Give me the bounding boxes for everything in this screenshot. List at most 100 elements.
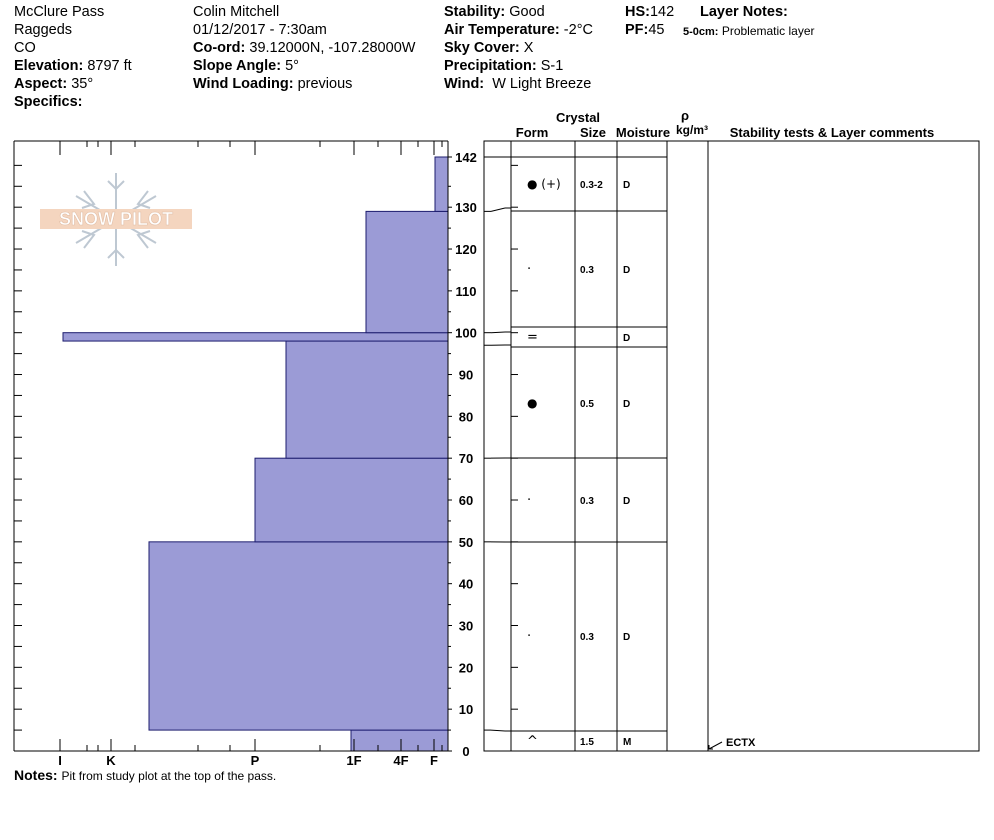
observation-datetime: 01/12/2017 - 7:30am: [193, 22, 327, 38]
left-edge-ticks: [14, 164, 22, 731]
connector-b-2: [490, 331, 506, 334]
layer-moisture-1: D: [623, 265, 630, 276]
sky-value: X: [523, 40, 534, 56]
specifics-row: Specifics:: [14, 94, 83, 110]
hardness-bars: [62, 156, 449, 752]
header-col-conditions: Stability: Good Air Temperature: -2°C Sk…: [444, 3, 593, 93]
stability-tests-col: ECTX: [708, 737, 756, 750]
depth-label-90: 90: [459, 368, 473, 383]
table-frame: [483, 140, 980, 752]
layer-moisture-0: D: [623, 180, 630, 191]
hs-row: HS:142: [625, 4, 675, 20]
hardness-label-1F: 1F: [346, 753, 361, 768]
layer-form-5: ·: [527, 629, 531, 644]
hardness-ticks: [59, 141, 443, 751]
stability-row: Stability: Good: [444, 4, 545, 20]
depth-label-120: 120: [455, 242, 477, 257]
depth-label-100: 100: [455, 326, 477, 341]
crystal-header: Crystal: [556, 110, 600, 125]
hardness-bar-3: [285, 340, 449, 459]
layer-note-text: Problematic layer: [721, 24, 815, 38]
hardness-bar-5: [365, 210, 449, 334]
moisture-header: Moisture: [616, 125, 670, 140]
air-temp-value: -2°C: [563, 22, 593, 38]
stability-test-label-0: ECTX: [726, 737, 756, 749]
layer-size-6: 1.5: [580, 737, 594, 748]
location-name: McClure Pass: [14, 4, 105, 20]
depth-label-40: 40: [459, 577, 473, 592]
layer-note-depth: 5-0cm:: [683, 26, 719, 38]
wind-loading-row: Wind Loading: previous: [193, 76, 353, 92]
state-name: CO: [14, 40, 36, 56]
size-header: Size: [580, 125, 606, 140]
notes-row: Notes: Pit from study plot at the top of…: [14, 767, 276, 783]
header-col-hs: HS:142 PF:45: [625, 3, 674, 39]
layer-form-3: ●: [527, 396, 537, 410]
hardness-label-4F: 4F: [393, 753, 408, 768]
layer-moisture-5: D: [623, 632, 630, 643]
depth-label-70: 70: [459, 451, 473, 466]
depth-axis: 0 10 20 30 40 50 60 70 80 90 100 110 120 130 142: [448, 150, 477, 759]
logo-text: SNOW PILOT: [59, 209, 173, 229]
depth-label-110: 110: [456, 284, 477, 299]
slope-value: 5°: [285, 58, 299, 74]
slope-row: Slope Angle: 5°: [193, 58, 299, 74]
depth-label-130: 130: [455, 200, 477, 215]
precip-row: Precipitation: S-1: [444, 58, 564, 74]
elevation-value: 8797 ft: [87, 58, 132, 74]
layer-size-4: 0.3: [580, 496, 594, 507]
header-col-location: McClure Pass Raggeds CO Elevation: 8797 …: [14, 3, 132, 111]
depth-label-10: 10: [459, 702, 473, 717]
layer-rows: ● (+) 0.3-2 D · 0.3 D = D ● 0.5 D · 0.3 D · 0.3 D ^ 1.5 M: [484, 156, 667, 752]
hardness-frame: [13, 140, 449, 752]
layer-size-0: 0.3-2: [580, 180, 603, 191]
observer-name: Colin Mitchell: [193, 4, 280, 20]
aspect-row: Aspect: 35°: [14, 76, 94, 92]
pf-value: 45: [648, 22, 665, 38]
layer-moisture-6: M: [623, 737, 631, 748]
layer-note-row: 5-0cm: Problematic layer: [683, 22, 815, 41]
hardness-label-K: K: [106, 753, 116, 768]
layer-form-2: =: [527, 330, 538, 345]
stability-value: Good: [509, 4, 545, 20]
range-name: Raggeds: [14, 22, 73, 38]
layer-size-5: 0.3: [580, 632, 594, 643]
layer-size-3: 0.5: [580, 399, 594, 410]
air-temp-row: Air Temperature: -2°C: [444, 22, 593, 38]
wind-value: W Light Breeze: [492, 76, 592, 92]
layer-table: Crystal Form Size Moisture ρ kg/m³ Stabi…: [483, 108, 980, 752]
depth-label-80: 80: [459, 409, 473, 424]
hs-value: 142: [649, 4, 675, 20]
depth-label-30: 30: [459, 619, 473, 634]
depth-label-60: 60: [459, 493, 473, 508]
coord-row: Co-ord: 39.12000N, -107.28000W: [193, 40, 416, 56]
hardness-bar-4: [62, 332, 449, 342]
stability-test-arrow-0: [708, 745, 713, 750]
depth-label-142: 142: [455, 150, 477, 165]
pf-row: PF:45: [625, 22, 665, 38]
coord-value: 39.12000N, -107.28000W: [249, 40, 416, 56]
stability-header: Stability tests & Layer comments: [730, 125, 934, 140]
hardness-bar-1: [148, 541, 449, 731]
layer-notes-title: Layer Notes:: [700, 4, 788, 20]
form-header: Form: [516, 125, 549, 140]
notes-label: Notes:: [14, 767, 58, 783]
stability-test-pointer-0: [708, 741, 723, 750]
hardness-bar-6: [434, 156, 449, 212]
layer-moisture-3: D: [623, 399, 630, 410]
depth-label-20: 20: [459, 660, 473, 675]
connector-b-6: [490, 729, 506, 732]
hardness-bar-2: [254, 457, 449, 543]
rho-header: ρ: [681, 108, 689, 123]
hardness-label-P: P: [251, 753, 260, 768]
sky-row: Sky Cover: X: [444, 40, 534, 56]
elevation-row: Elevation: 8797 ft: [14, 58, 132, 74]
layer-moisture-4: D: [623, 496, 630, 507]
hardness-bar-0: [350, 729, 449, 752]
depth-label-50: 50: [459, 535, 473, 550]
header-col-layer-notes: Layer Notes:: [700, 3, 788, 21]
header-col-observer: Colin Mitchell 01/12/2017 - 7:30am Co-or…: [193, 3, 415, 93]
wind-row: Wind: W Light Breeze: [444, 76, 592, 92]
precip-value: S-1: [540, 58, 564, 74]
